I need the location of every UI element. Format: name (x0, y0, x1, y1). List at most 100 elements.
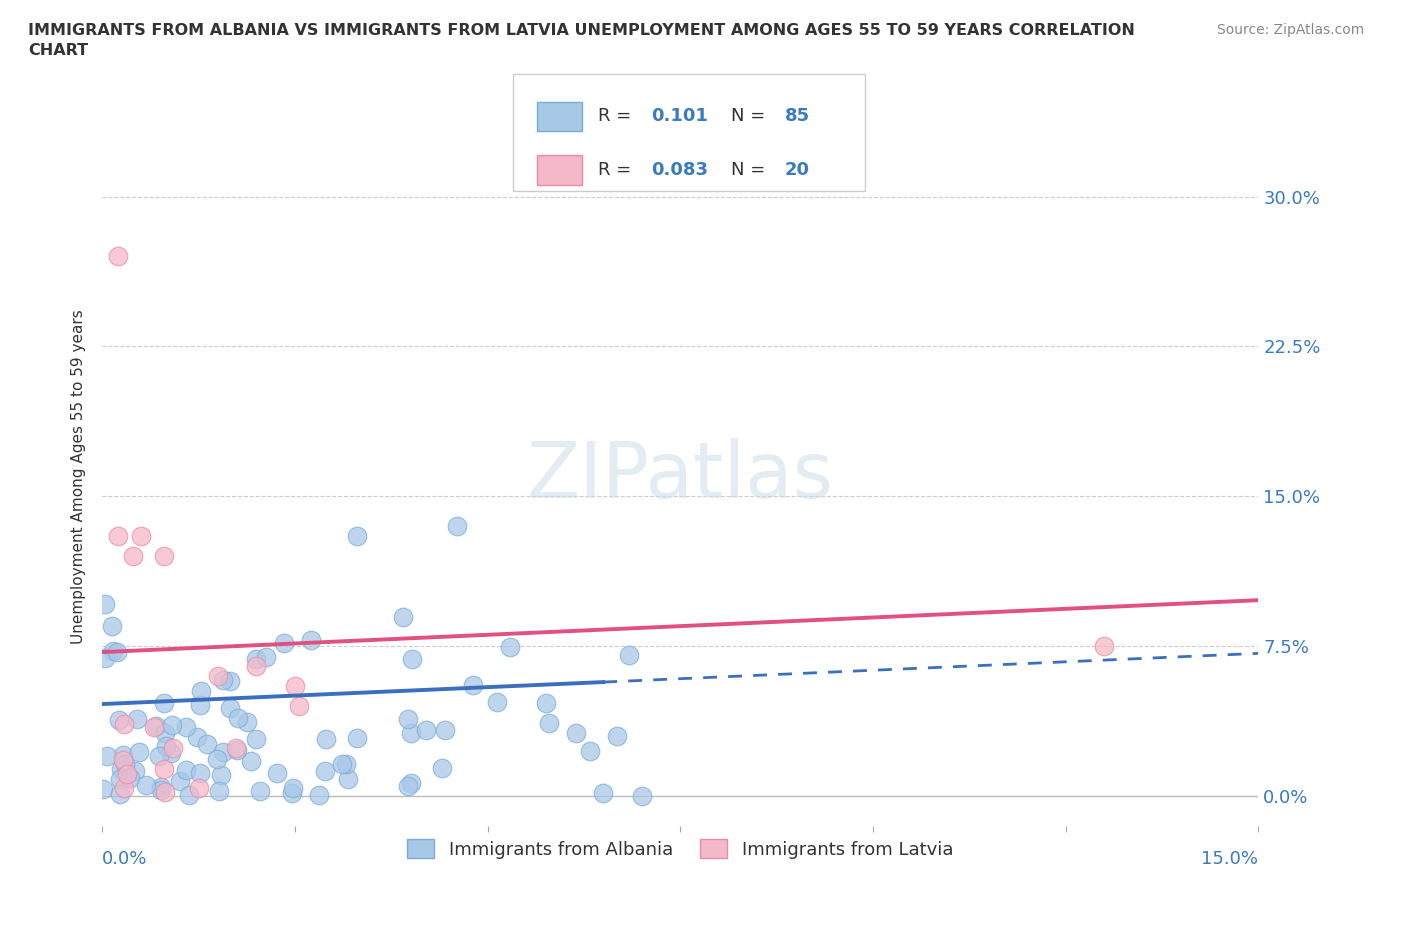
Point (212, 672, 235, 687)
Point (401, 652, 423, 667)
Point (630, 789, 652, 804)
Point (534, 696, 557, 711)
Point (188, 780, 211, 795)
Text: 0.083: 0.083 (651, 161, 709, 179)
Text: 15.0%: 15.0% (1202, 850, 1258, 868)
Point (226, 711, 249, 725)
Point (112, 780, 135, 795)
Point (619, 647, 641, 662)
Point (105, 644, 128, 659)
Text: 0.101: 0.101 (651, 108, 707, 126)
Point (245, 652, 267, 667)
Point (155, 784, 177, 799)
Point (336, 771, 359, 786)
Point (209, 767, 232, 782)
Point (218, 674, 240, 689)
Point (148, 749, 170, 764)
Point (107, 249, 129, 264)
Text: N =: N = (731, 108, 770, 126)
Y-axis label: Unemployment Among Ages 55 to 59 years: Unemployment Among Ages 55 to 59 years (72, 309, 86, 644)
Point (153, 762, 176, 777)
Point (96, 749, 118, 764)
Point (153, 549, 176, 564)
Point (415, 723, 437, 737)
Point (174, 720, 197, 735)
Point (143, 720, 166, 735)
Point (314, 764, 336, 778)
Point (288, 698, 311, 713)
Point (315, 732, 337, 747)
Point (346, 529, 368, 544)
Point (446, 519, 468, 534)
Point (188, 766, 211, 781)
Point (486, 695, 509, 710)
Point (399, 725, 422, 740)
Point (128, 745, 150, 760)
Point (1092, 639, 1115, 654)
Text: 85: 85 (785, 108, 810, 126)
Point (101, 644, 124, 658)
Point (346, 730, 368, 745)
Point (281, 780, 304, 795)
Point (219, 701, 242, 716)
Point (335, 756, 357, 771)
Point (207, 669, 229, 684)
Point (162, 740, 184, 755)
Point (579, 744, 602, 759)
Text: Source: ZipAtlas.com: Source: ZipAtlas.com (1216, 23, 1364, 37)
Point (169, 773, 191, 788)
Point (122, 549, 145, 564)
Point (401, 776, 423, 790)
Text: N =: N = (731, 161, 770, 179)
Point (498, 640, 520, 655)
Point (153, 695, 176, 710)
Legend: Immigrants from Albania, Immigrants from Latvia: Immigrants from Albania, Immigrants from… (401, 832, 960, 866)
Point (124, 764, 146, 778)
Point (93, 650, 115, 665)
Point (93, 596, 115, 611)
Point (153, 725, 176, 740)
Point (160, 745, 183, 760)
Point (100, 618, 122, 633)
Point (433, 723, 456, 737)
Point (108, 771, 131, 786)
Point (299, 632, 322, 647)
Point (254, 650, 277, 665)
Point (112, 747, 135, 762)
Point (245, 731, 267, 746)
Point (145, 719, 167, 734)
Point (392, 609, 415, 624)
Point (135, 777, 157, 792)
Point (240, 753, 263, 768)
Point (129, 529, 152, 544)
Point (112, 752, 135, 767)
Point (249, 784, 271, 799)
Point (396, 778, 419, 793)
Point (284, 679, 307, 694)
Point (188, 698, 211, 712)
Point (179, 788, 201, 803)
Text: R =: R = (598, 108, 637, 126)
Point (538, 716, 561, 731)
Point (112, 716, 135, 731)
Text: ZIPatlas: ZIPatlas (527, 438, 834, 514)
Point (281, 786, 304, 801)
Point (149, 782, 172, 797)
Point (245, 658, 267, 673)
Point (108, 713, 131, 728)
Point (208, 783, 231, 798)
Point (461, 678, 484, 693)
Point (110, 787, 132, 802)
Point (155, 738, 177, 753)
Point (118, 770, 141, 785)
Point (127, 712, 149, 727)
Point (564, 726, 586, 741)
Point (186, 729, 208, 744)
Point (273, 636, 295, 651)
Point (107, 529, 129, 544)
Point (330, 757, 353, 772)
Point (114, 756, 136, 771)
Point (592, 785, 614, 800)
Point (110, 761, 132, 776)
Point (266, 766, 288, 781)
